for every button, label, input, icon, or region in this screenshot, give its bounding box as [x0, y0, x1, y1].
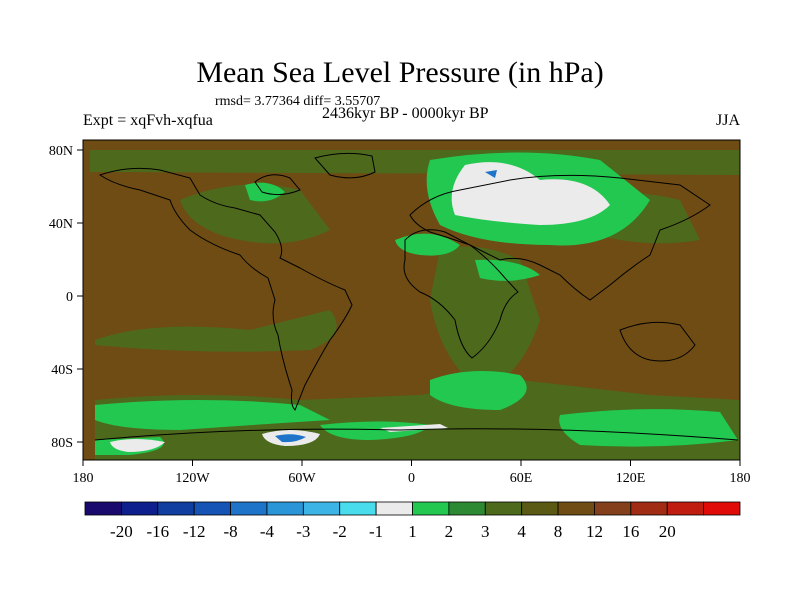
colorbar-box: [375, 501, 413, 516]
lon-label: 60W: [288, 471, 316, 486]
colorbar-box: [339, 501, 377, 516]
colorbar-box: [157, 501, 195, 516]
white-regions: [110, 162, 610, 452]
colorbar-box: [594, 501, 632, 516]
colorbar-box: [302, 501, 341, 516]
colorbar-label: -8: [223, 522, 237, 541]
colorbar-label: -16: [146, 522, 169, 541]
colorbar-label: 12: [586, 522, 603, 541]
chart-title: Mean Sea Level Pressure (in hPa): [196, 56, 604, 89]
colorbar-box: [484, 501, 523, 516]
lat-label: 40N: [49, 217, 73, 232]
experiment-label: Expt = xqFvh-xqfua: [83, 112, 213, 129]
colorbar-box: [666, 501, 705, 516]
colorbar-box: [84, 501, 122, 516]
colorbar-box: [703, 501, 741, 516]
colorbar-label: 4: [517, 522, 526, 541]
lon-label: 120W: [175, 471, 210, 486]
lat-axis: 80N 40N 0 40S 80S: [49, 144, 83, 451]
lat-label: 80S: [51, 436, 73, 451]
lon-label: 0: [408, 471, 415, 486]
colorbar-label: 3: [481, 522, 490, 541]
colorbar-label: -2: [333, 522, 347, 541]
colorbar-label: 1: [408, 522, 417, 541]
colorbar-box: [120, 501, 159, 516]
coastlines: [94, 152, 739, 441]
lon-axis: 180 120W 60W 0 60E 120E 180: [73, 460, 751, 486]
colorbar-box: [193, 501, 231, 516]
colorbar-box: [448, 501, 486, 516]
colorbar-box: [230, 501, 268, 516]
colorbar-label: 8: [554, 522, 563, 541]
period-label: 2436kyr BP - 0000kyr BP: [322, 105, 489, 122]
season-label: JJA: [716, 112, 741, 129]
lat-label: 0: [66, 290, 73, 305]
lon-label: 120E: [616, 471, 646, 486]
lon-label: 60E: [510, 471, 533, 486]
colorbar-box: [630, 501, 668, 516]
colorbar-label: -20: [110, 522, 133, 541]
colorbar-label: 16: [622, 522, 639, 541]
colorbar-label: -4: [260, 522, 275, 541]
colorbar-label: -1: [369, 522, 383, 541]
colorbar-box: [412, 501, 450, 516]
lat-label: 40S: [51, 363, 73, 378]
colorbar-label: 20: [659, 522, 676, 541]
colorbar-label: -12: [183, 522, 206, 541]
lat-label: 80N: [49, 144, 73, 159]
colorbar-label: 2: [445, 522, 454, 541]
stats-label: rmsd= 3.77364 diff= 3.55707: [215, 94, 381, 109]
colorbar-label: -3: [296, 522, 310, 541]
colorbar-box: [266, 501, 304, 516]
blue-regions: [275, 170, 497, 443]
lon-label: 180: [73, 471, 94, 486]
lon-label: 180: [730, 471, 751, 486]
colorbar-box: [521, 501, 559, 516]
colorbar-box: [557, 501, 595, 516]
